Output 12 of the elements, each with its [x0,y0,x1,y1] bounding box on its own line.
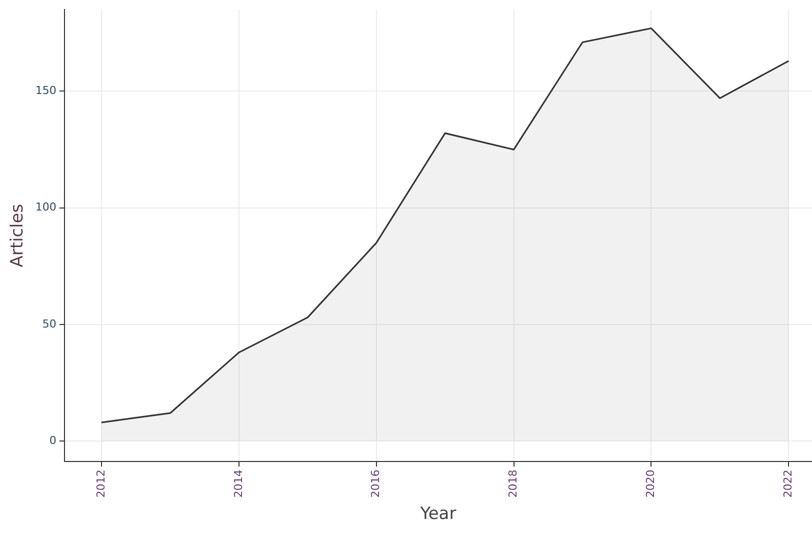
x-tick-label: 2014 [232,470,245,498]
x-tick-label: 2012 [94,470,108,498]
x-tick-label: 2018 [506,470,520,498]
y-tick-label: 100 [35,200,56,214]
x-tick-label: 2020 [644,470,658,498]
y-axis-title: Articles [8,204,28,268]
x-tick-label: 2016 [369,470,382,498]
x-axis-title: Year [419,504,456,524]
x-tick-label: 2022 [781,470,794,498]
y-tick-label: 150 [35,84,56,98]
y-tick-label: 0 [49,434,56,447]
y-tick-label: 50 [42,317,56,330]
